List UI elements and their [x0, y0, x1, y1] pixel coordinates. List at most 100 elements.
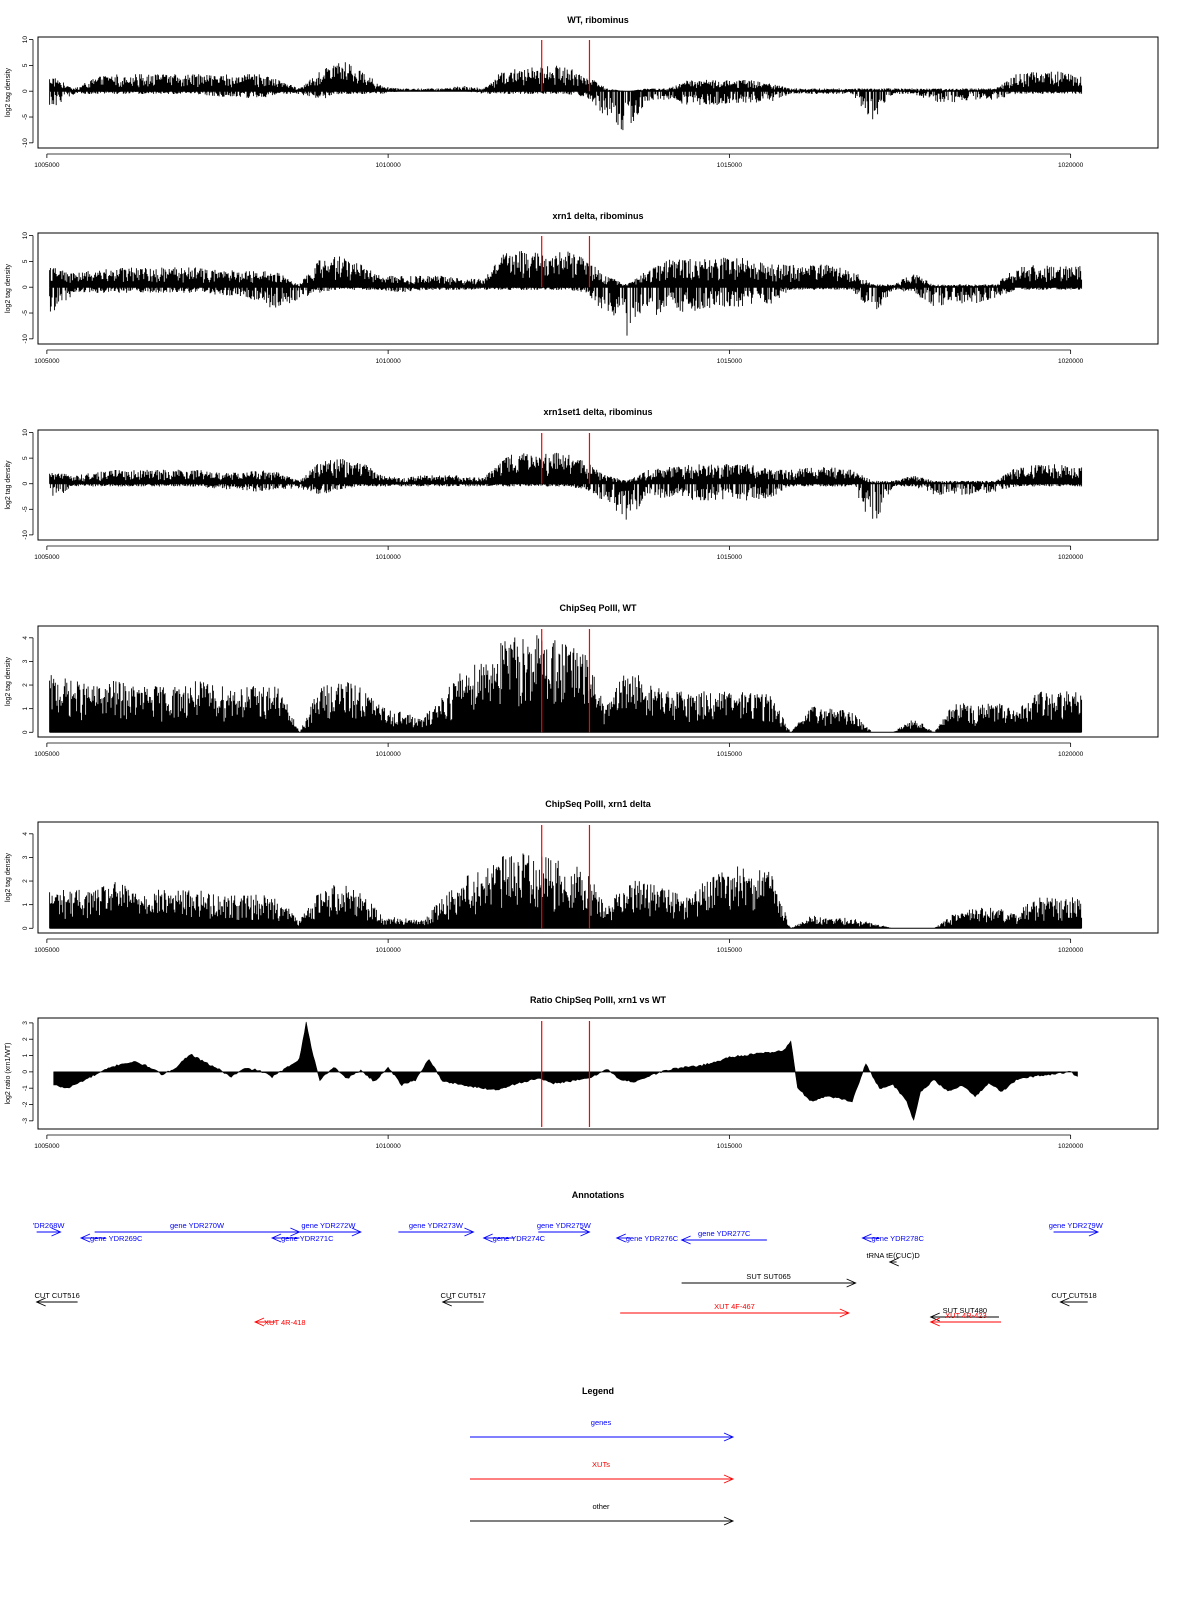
annotations-title: Annotations	[572, 1190, 625, 1200]
chart-panel-2: xrn1 delta, ribominus -10 -5 0 5 10 log2 tag d…	[5, 211, 1159, 365]
y-tick-label: 10	[22, 232, 29, 240]
y-axis-label: log2 tag density	[5, 460, 12, 510]
arrow-head	[929, 1317, 940, 1327]
y-tick-label: -10	[22, 334, 29, 344]
y-tick-label: -1	[22, 1085, 29, 1091]
x-tick-label: 1020000	[1058, 947, 1084, 954]
y-tick-label: 1	[22, 1053, 29, 1057]
y-tick-label: -3	[22, 1118, 29, 1124]
x-tick-label: 1005000	[34, 751, 60, 758]
arrow-head	[615, 1233, 626, 1243]
positive-bars	[49, 62, 1083, 92]
legend-arrow-head	[723, 1516, 735, 1526]
x-tick-label: 1005000	[34, 554, 60, 561]
feature-label: CUT CUT518	[1051, 1291, 1096, 1300]
data-bars	[49, 853, 1083, 929]
chart-panel-3: xrn1set1 delta, ribominus -10 -5 0 5 10 log2 t…	[5, 407, 1159, 561]
positive-bars	[49, 251, 1083, 288]
positive-bars	[49, 452, 1083, 484]
feature-label: SUT SUT065	[746, 1272, 790, 1281]
chart-title: Ratio ChipSeq PolII, xrn1 vs WT	[530, 995, 667, 1005]
x-tick-label: 1010000	[375, 162, 401, 169]
feature-label: CUT CUT517	[441, 1291, 486, 1300]
x-tick-label: 1015000	[717, 947, 743, 954]
plot-frame	[37, 36, 1159, 149]
legend-label: genes	[591, 1418, 612, 1427]
x-tick-label: 1010000	[375, 1143, 401, 1150]
plot-frame	[37, 232, 1159, 345]
legend-entry: genes	[470, 1418, 735, 1442]
chart-panel-5: ChipSeq PolII, xrn1 delta 0 1 2 3 4 log2 tag d…	[5, 799, 1159, 954]
y-tick-label: 0	[22, 482, 29, 486]
feature-other: SUT SUT065	[681, 1272, 857, 1288]
x-tick-label: 1020000	[1058, 162, 1084, 169]
data-bars	[49, 452, 1083, 520]
feature-label: XUT 4R-423	[945, 1311, 987, 1320]
x-tick-label: 1010000	[375, 554, 401, 561]
x-tick-label: 1005000	[34, 947, 60, 954]
negative-bars	[49, 483, 1083, 520]
x-tick-label: 1015000	[717, 162, 743, 169]
positive-bars	[49, 635, 1083, 733]
y-tick-label: 5	[22, 63, 29, 67]
feature-gene: gene YDR278C	[861, 1233, 924, 1243]
legend-label: other	[592, 1502, 610, 1511]
feature-label: XUT 4R-418	[264, 1318, 306, 1327]
y-axis-label: log2 ratio (xrn1/WT)	[5, 1043, 12, 1105]
y-axis-label: log2 tag density	[5, 67, 12, 117]
feature-label: gene YDR273W	[409, 1221, 464, 1230]
feature-gene: gene YDR271C	[270, 1233, 334, 1243]
feature-label: gene YDR277C	[698, 1229, 751, 1238]
y-tick-label: -10	[22, 530, 29, 540]
x-tick-label: 1015000	[717, 358, 743, 365]
feature-label: gene YDR275W	[537, 1221, 592, 1230]
feature-other: tRNA tE(CUC)D	[867, 1251, 921, 1267]
y-tick-label: -5	[22, 114, 29, 120]
feature-label: tRNA tE(CUC)D	[867, 1251, 921, 1260]
y-tick-label: -5	[22, 310, 29, 316]
legend-entry: XUTs	[470, 1460, 735, 1484]
arrow-head	[839, 1308, 850, 1318]
x-tick-label: 1010000	[375, 751, 401, 758]
chart-panel-6: Ratio ChipSeq PolII, xrn1 vs WT -3 -2 -1 0 1 2…	[5, 995, 1159, 1150]
ratio-area	[53, 1021, 1078, 1121]
legend-label: XUTs	[592, 1460, 610, 1469]
y-tick-label: -10	[22, 138, 29, 148]
negative-bars	[49, 287, 1083, 336]
legend-panel: Legend genes XUTs other	[470, 1386, 735, 1526]
feature-gene: gene YDR279W	[1049, 1221, 1104, 1237]
arrow-head	[253, 1317, 265, 1327]
y-axis-label: log2 tag density	[5, 263, 12, 313]
data-bars	[49, 635, 1083, 733]
feature-label: gene YDR279W	[1049, 1221, 1104, 1230]
positive-bars	[49, 853, 1083, 929]
feature-label: gene YDR270W	[170, 1221, 225, 1230]
chart-title: xrn1set1 delta, ribominus	[543, 407, 652, 417]
plot-frame	[37, 429, 1159, 541]
feature-gene: gene YDR269C	[79, 1233, 143, 1243]
legend-arrow-head	[723, 1432, 735, 1442]
feature-label: SUT SUT480	[943, 1306, 987, 1315]
x-tick-label: 1005000	[34, 1143, 60, 1150]
x-tick-label: 1005000	[34, 162, 60, 169]
negative-bars	[49, 91, 1083, 131]
feature-XUT: XUT 4F-467	[620, 1302, 850, 1318]
y-tick-label: 4	[22, 636, 29, 640]
feature-other: CUT CUT516	[34, 1291, 80, 1307]
legend-arrow-head	[723, 1474, 735, 1484]
y-tick-label: 0	[22, 926, 29, 930]
feature-XUT: XUT 4R-418	[253, 1317, 306, 1327]
arrow-head	[846, 1278, 857, 1288]
y-tick-label: 0	[22, 730, 29, 734]
x-tick-label: 1020000	[1058, 358, 1084, 365]
arrow-head	[680, 1235, 691, 1245]
arrow-head	[1088, 1227, 1100, 1237]
y-tick-label: 5	[22, 456, 29, 460]
chart-title: ChipSeq PolII, WT	[560, 603, 637, 613]
y-tick-label: 10	[22, 36, 29, 44]
arrow-head	[1059, 1297, 1070, 1307]
y-tick-label: 1	[22, 706, 29, 710]
x-tick-label: 1015000	[717, 751, 743, 758]
feature-label: gene YDR274C	[493, 1234, 546, 1243]
x-tick-label: 1020000	[1058, 554, 1084, 561]
